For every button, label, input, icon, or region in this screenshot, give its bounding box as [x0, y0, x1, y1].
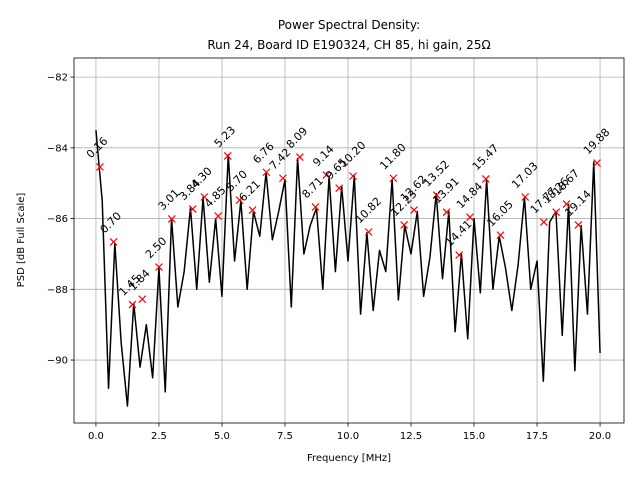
peak-label: 17.03: [509, 160, 540, 191]
chart-subtitle: Run 24, Board ID E190324, CH 85, hi gain…: [207, 38, 490, 52]
peak-marker: [593, 159, 601, 167]
y-tick-label: −88: [47, 285, 68, 296]
peak-label: 0.70: [98, 210, 125, 237]
x-tick-label: 5.0: [214, 431, 230, 442]
y-tick-label: −90: [47, 356, 68, 367]
peak-marker: [235, 196, 244, 205]
peak-label: 5.23: [212, 124, 239, 151]
peak-marker: [223, 152, 232, 160]
peak-marker: [481, 175, 490, 183]
peak-marker: [574, 221, 583, 229]
peak-marker: [322, 171, 331, 179]
x-tick-label: 10.0: [337, 431, 359, 442]
peak-marker: [109, 237, 118, 246]
x-tick-label: 20.0: [589, 431, 611, 442]
x-tick-label: 12.5: [400, 431, 422, 442]
peak-marker: [364, 228, 373, 236]
x-tick-label: 17.5: [526, 431, 548, 442]
peak-marker: [349, 172, 357, 181]
peak-label: 11.80: [377, 141, 408, 172]
peak-marker: [335, 184, 344, 193]
peak-marker: [128, 300, 137, 309]
peak-marker: [432, 191, 441, 200]
peak-marker: [455, 251, 464, 259]
x-axis-label: Frequency [MHz]: [307, 453, 391, 464]
peak-marker: [214, 212, 223, 221]
y-axis-label: PSD [dB Full Scale]: [16, 193, 27, 288]
peak-label: 8.71: [299, 175, 326, 202]
x-tick-label: 2.5: [151, 431, 167, 442]
peak-label: 19.88: [581, 126, 612, 157]
y-tick-label: −84: [47, 143, 68, 154]
chart-title: Power Spectral Density:: [278, 18, 420, 32]
peak-marker: [410, 206, 418, 215]
peak-marker: [552, 208, 561, 217]
peak-label: 3.01: [156, 187, 183, 214]
peak-label: 10.82: [353, 195, 384, 226]
y-tick-label: −82: [47, 73, 68, 84]
peak-marker: [200, 193, 209, 201]
peak-marker: [389, 174, 398, 183]
peak-marker: [539, 218, 548, 227]
peak-marker: [155, 263, 163, 271]
peak-label: 8.09: [284, 125, 311, 152]
x-tick-label: 7.5: [277, 431, 293, 442]
peak-marker: [311, 202, 320, 211]
peak-marker: [562, 200, 571, 208]
peak-label: 2.50: [143, 235, 170, 262]
peak-marker: [295, 153, 304, 161]
peak-marker: [167, 215, 176, 223]
psd-line: [95, 130, 601, 407]
peak-marker: [400, 221, 409, 229]
peak-marker: [496, 231, 505, 240]
peak-marker: [279, 174, 287, 183]
peak-marker: [248, 206, 257, 215]
peak-label: 4.85: [202, 184, 229, 211]
peak-marker: [521, 193, 530, 201]
peak-marker: [188, 205, 197, 213]
peak-marker: [466, 213, 474, 222]
peak-label: 10.20: [337, 139, 368, 170]
peak-label: 15.47: [470, 142, 501, 173]
plot-frame: [73, 57, 625, 424]
x-tick-label: 15.0: [463, 431, 485, 442]
peak-marker: [262, 168, 271, 177]
peak-marker: [442, 208, 451, 217]
peak-marker: [96, 163, 104, 171]
x-tick-label: 0.0: [88, 431, 104, 442]
peak-marker: [138, 295, 147, 304]
y-tick-label: −86: [47, 214, 68, 225]
